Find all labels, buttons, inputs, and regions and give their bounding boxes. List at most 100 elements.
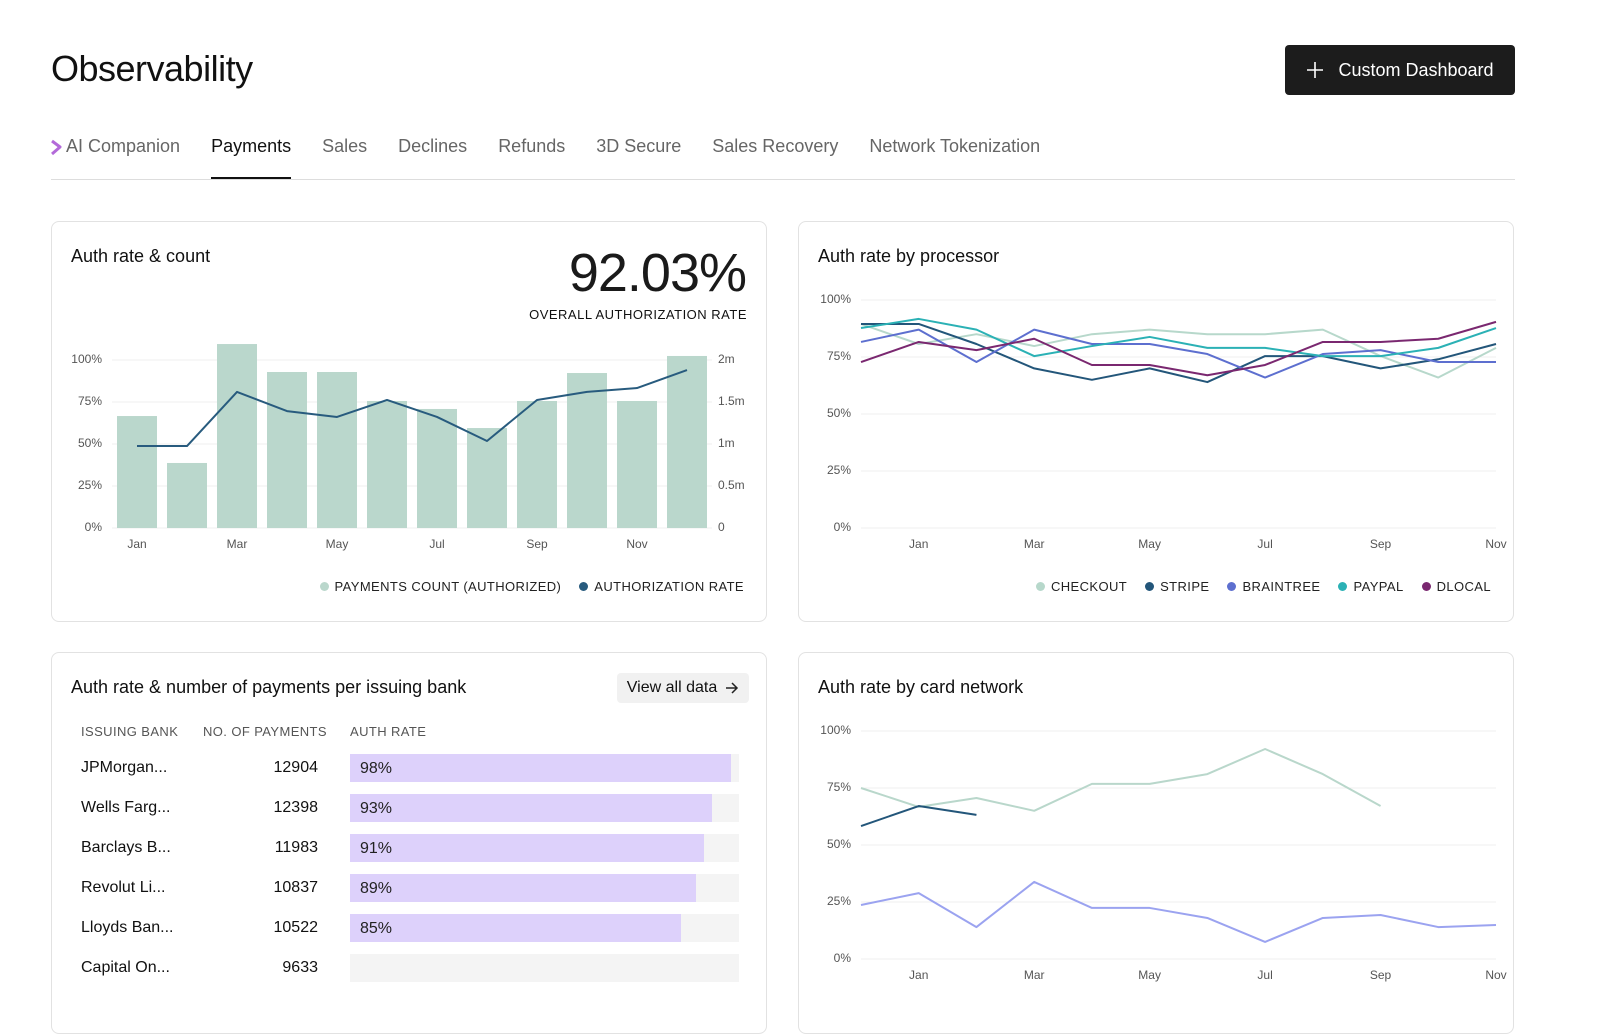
y-tick-label: 75%	[78, 394, 102, 408]
bar	[317, 372, 357, 528]
legend-swatch	[1338, 582, 1348, 591]
legend-label: PAYPAL	[1353, 579, 1404, 594]
issuing-bank-card: Auth rate & number of payments per issui…	[51, 652, 767, 1034]
y-tick-label: 25%	[827, 894, 851, 908]
x-tick-label: Nov	[1485, 968, 1506, 982]
payment-count: 11983	[274, 839, 318, 856]
series-line	[860, 322, 1497, 379]
legend-swatch	[579, 582, 589, 591]
bar	[367, 400, 407, 528]
arrow-icon	[726, 682, 739, 694]
x-tick-label: Mar	[227, 537, 248, 551]
series-line	[137, 369, 688, 448]
tab[interactable]: Declines	[398, 136, 467, 180]
y-tick-label: 0	[718, 520, 725, 534]
tab-label: Declines	[398, 136, 468, 156]
bar-track: 91%	[350, 834, 739, 862]
x-tick-label: Sep	[526, 537, 548, 551]
y-tick-label: 75%	[827, 349, 851, 363]
legend-swatch	[1145, 582, 1155, 591]
y-tick-label: 1m	[718, 436, 735, 450]
x-tick-label: Jul	[429, 537, 444, 551]
custom-dashboard-button[interactable]: Custom Dashboard	[1285, 45, 1515, 95]
legend-swatch	[319, 582, 329, 591]
series-line	[860, 328, 1496, 379]
view-all-button[interactable]: View all data	[617, 673, 749, 703]
plus-icon	[1307, 62, 1324, 78]
card-network-card: 0% 25% 50% 75% 100% Jan Mar May Jul Sep Nov Auth r…	[798, 652, 1514, 1034]
card-title: Auth rate & number of payments per issui…	[71, 677, 467, 697]
bar	[467, 428, 507, 528]
x-tick-label: May	[326, 537, 349, 551]
x-tick-label: Nov	[626, 537, 647, 551]
y-tick-label: 25%	[78, 478, 102, 492]
x-tick-label: Nov	[1485, 537, 1506, 551]
y-tick-label: 50%	[78, 436, 102, 450]
payment-count: 12398	[273, 799, 319, 816]
tab[interactable]: AI Companion	[50, 136, 180, 180]
bank-name: Barclays B...	[81, 839, 171, 856]
payment-count: 10522	[273, 919, 319, 936]
tab[interactable]: Refunds	[498, 136, 565, 180]
payment-count: 10837	[273, 879, 319, 896]
x-tick-label: Jul	[1257, 537, 1272, 551]
x-tick-label: Jul	[1257, 968, 1272, 982]
tab[interactable]: Network Tokenization	[869, 136, 1040, 180]
bar	[217, 344, 257, 528]
tab[interactable]: Payments	[211, 136, 292, 180]
y-tick-label: 0%	[85, 520, 103, 534]
series-line	[860, 805, 977, 828]
button-label: View all data	[626, 679, 718, 696]
y-tick-label: 2m	[718, 352, 735, 366]
column-header: NO. OF PAYMENTS	[203, 724, 327, 739]
auth-rate-label: 89%	[360, 880, 393, 897]
auth-count-chart: 0% 25% 50% 75% 100% 0 0.5m 1m 1.5m 2m Jan Mar May Jul…	[71, 344, 745, 551]
kpi-label: OVERALL AUTHORIZATION RATE	[529, 307, 747, 322]
tab[interactable]: Sales	[322, 136, 367, 180]
legend-label: CHECKOUT	[1050, 579, 1128, 594]
x-tick-label: Mar	[1024, 968, 1045, 982]
bar-track: 89%	[350, 874, 739, 902]
x-tick-label: Jan	[127, 537, 146, 551]
bar	[117, 416, 157, 528]
bar	[667, 355, 707, 528]
y-tick-label: 75%	[827, 780, 851, 794]
legend: PAYMENTS COUNT (AUTHORIZED) AUTHORIZATION…	[319, 579, 744, 594]
bar	[617, 400, 657, 528]
card-title: Auth rate by card network	[818, 677, 1024, 697]
legend-item: STRIPE	[1145, 579, 1209, 594]
tab-label: Payments	[211, 136, 292, 156]
legend-item: PAYMENTS COUNT (AUTHORIZED)	[319, 579, 562, 594]
legend-swatch	[1035, 582, 1045, 591]
y-tick-label: 0%	[834, 520, 852, 534]
legend-item: PAYPAL	[1338, 579, 1403, 594]
tab[interactable]: 3D Secure	[596, 136, 681, 180]
kpi-value: 92.03%	[568, 243, 747, 303]
bank-name: Lloyds Ban...	[81, 919, 174, 936]
legend-label: STRIPE	[1160, 579, 1210, 594]
tab-divider	[51, 179, 1515, 180]
legend-item: AUTHORIZATION RATE	[579, 579, 744, 594]
processor-card: 0% 25% 50% 75% 100% Jan Mar May Jul Sep Nov Auth r…	[798, 221, 1514, 622]
series-line	[860, 317, 1497, 358]
tab-label: Network Tokenization	[869, 136, 1041, 156]
tab-label: Refunds	[498, 136, 566, 156]
bar	[267, 372, 307, 528]
y-tick-label: 50%	[827, 837, 851, 851]
legend-swatch	[1421, 582, 1431, 591]
processor-chart: 0% 25% 50% 75% 100% Jan Mar May Jul Sep Nov	[820, 292, 1506, 551]
y-tick-label: 1.5m	[718, 394, 745, 408]
series-line	[860, 880, 1497, 943]
x-tick-label: Jan	[909, 968, 928, 982]
ai-icon	[51, 139, 62, 156]
bar-track: 93%	[350, 794, 739, 822]
payment-count: 12904	[273, 759, 319, 776]
tab[interactable]: Sales Recovery	[712, 136, 838, 180]
x-tick-label: May	[1138, 968, 1161, 982]
auth-rate-bar: 98%	[350, 754, 732, 782]
auth-rate-bar: 85%	[350, 914, 681, 942]
auth-rate-label: 93%	[360, 800, 393, 817]
ai-icon-shape	[51, 139, 62, 156]
x-tick-label: May	[1138, 537, 1161, 551]
bank-name: JPMorgan...	[81, 759, 168, 776]
